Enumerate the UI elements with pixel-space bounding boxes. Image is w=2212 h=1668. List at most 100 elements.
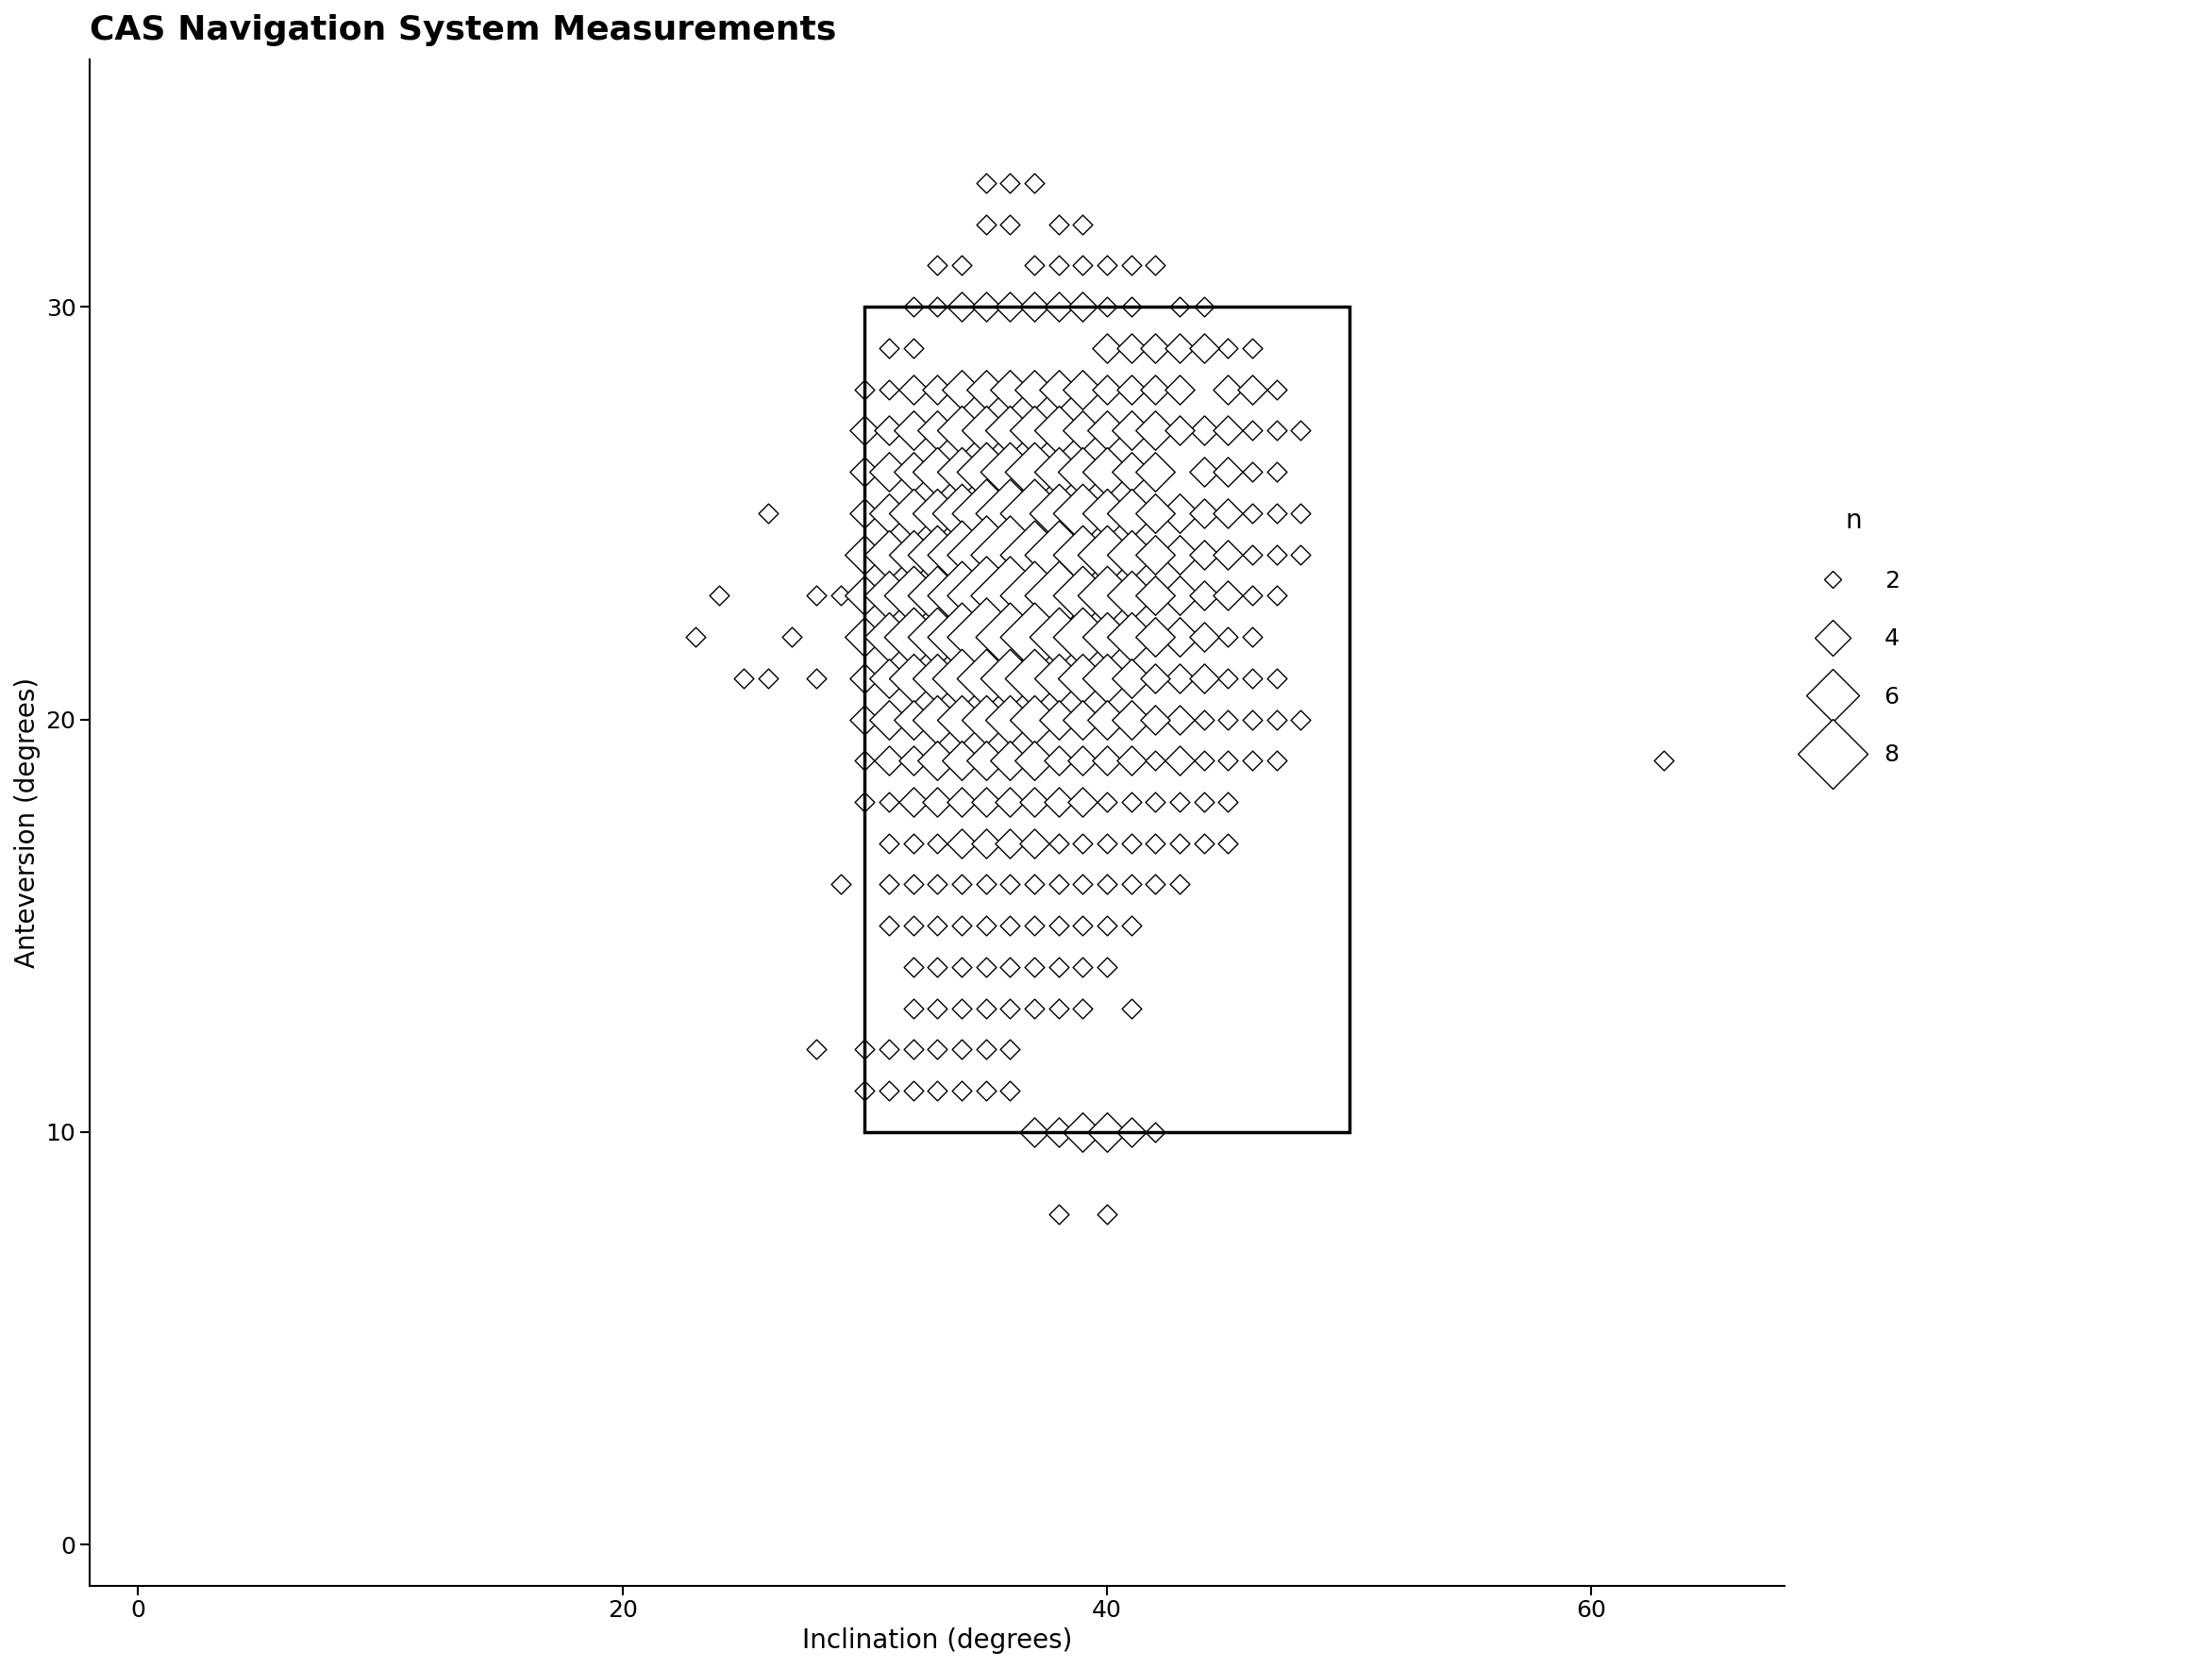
Point xyxy=(1283,500,1318,527)
Point xyxy=(1137,252,1172,279)
Point xyxy=(1234,417,1270,444)
Point xyxy=(993,912,1029,939)
Point xyxy=(1064,954,1099,981)
Point xyxy=(1186,500,1221,527)
Point xyxy=(872,582,907,609)
Point xyxy=(1161,706,1197,732)
Point xyxy=(1137,500,1172,527)
Point xyxy=(1040,459,1075,485)
Point xyxy=(1161,747,1197,774)
Point xyxy=(1064,252,1099,279)
Point xyxy=(1210,375,1245,402)
Point xyxy=(920,540,956,567)
Point xyxy=(1064,417,1099,444)
Point xyxy=(969,747,1004,774)
Point xyxy=(1186,706,1221,732)
Point xyxy=(1088,375,1124,402)
Point xyxy=(1113,829,1148,856)
Point xyxy=(1259,417,1294,444)
Point xyxy=(1113,747,1148,774)
Point xyxy=(1234,624,1270,651)
Point xyxy=(872,624,907,651)
Point xyxy=(1186,335,1221,362)
Point xyxy=(1161,417,1197,444)
Point xyxy=(847,1078,883,1104)
Point xyxy=(896,624,931,651)
Point xyxy=(872,375,907,402)
Point xyxy=(1137,459,1172,485)
Point xyxy=(1161,294,1197,320)
Point xyxy=(847,500,883,527)
Point xyxy=(1018,582,1053,609)
Point xyxy=(799,582,834,609)
Point xyxy=(1064,540,1099,567)
Point xyxy=(896,829,931,856)
Point xyxy=(750,500,785,527)
Point xyxy=(847,459,883,485)
Point xyxy=(823,871,858,897)
Point xyxy=(1113,540,1148,567)
Point xyxy=(1040,829,1075,856)
Point xyxy=(1259,666,1294,692)
Point xyxy=(1259,375,1294,402)
Point xyxy=(945,912,980,939)
Point xyxy=(872,417,907,444)
Point xyxy=(1018,747,1053,774)
Point xyxy=(1088,500,1124,527)
Point xyxy=(1113,706,1148,732)
Point xyxy=(945,1078,980,1104)
Point xyxy=(1259,500,1294,527)
Text: CAS Navigation System Measurements: CAS Navigation System Measurements xyxy=(91,13,836,47)
Point xyxy=(969,912,1004,939)
Point xyxy=(993,1078,1029,1104)
Point xyxy=(1113,500,1148,527)
Point xyxy=(945,375,980,402)
Point xyxy=(896,666,931,692)
Point xyxy=(1113,789,1148,816)
Point xyxy=(1040,417,1075,444)
Y-axis label: Anteversion (degrees): Anteversion (degrees) xyxy=(13,677,40,967)
Point xyxy=(920,666,956,692)
Point xyxy=(847,747,883,774)
Point xyxy=(920,624,956,651)
Point xyxy=(993,747,1029,774)
Point xyxy=(847,582,883,609)
Point xyxy=(1234,747,1270,774)
Point xyxy=(1040,747,1075,774)
Point xyxy=(920,459,956,485)
Point xyxy=(872,829,907,856)
Point xyxy=(1040,210,1075,237)
Point xyxy=(1064,994,1099,1021)
Point xyxy=(1018,829,1053,856)
Point xyxy=(969,294,1004,320)
Point xyxy=(1137,666,1172,692)
Point xyxy=(1113,1119,1148,1146)
Point xyxy=(1113,335,1148,362)
Legend: 2, 4, 6, 8: 2, 4, 6, 8 xyxy=(1798,499,1909,776)
Point xyxy=(872,459,907,485)
Point xyxy=(1137,335,1172,362)
Bar xyxy=(865,307,1349,1133)
Point xyxy=(993,459,1029,485)
Point xyxy=(1210,582,1245,609)
Point xyxy=(872,500,907,527)
Point xyxy=(1161,540,1197,567)
Point xyxy=(896,912,931,939)
Point xyxy=(847,706,883,732)
Point xyxy=(1186,666,1221,692)
Point xyxy=(896,706,931,732)
Point xyxy=(872,706,907,732)
Point xyxy=(750,666,785,692)
Point xyxy=(969,706,1004,732)
X-axis label: Inclination (degrees): Inclination (degrees) xyxy=(803,1628,1073,1655)
Point xyxy=(847,582,883,609)
Point xyxy=(1018,375,1053,402)
Point xyxy=(1018,252,1053,279)
Point xyxy=(726,666,761,692)
Point xyxy=(1018,294,1053,320)
Point xyxy=(1113,252,1148,279)
Point xyxy=(1259,582,1294,609)
Point xyxy=(945,954,980,981)
Point xyxy=(993,417,1029,444)
Point xyxy=(920,789,956,816)
